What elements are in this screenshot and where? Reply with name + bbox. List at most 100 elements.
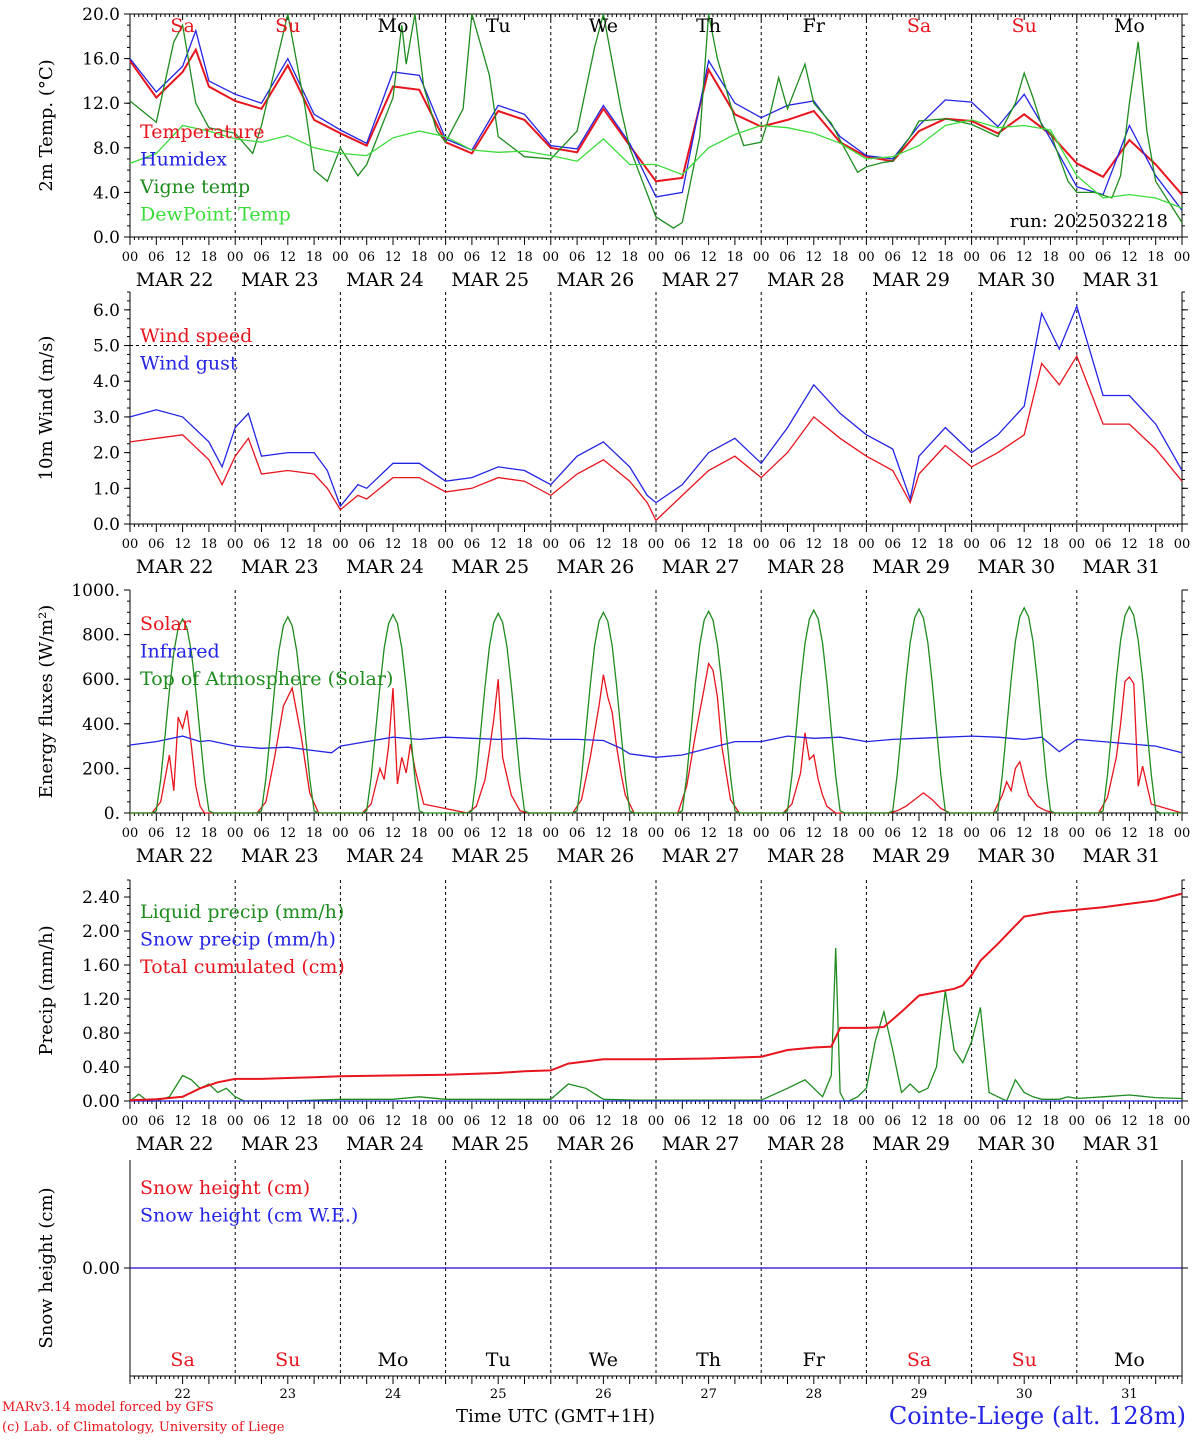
hour-tick-label: 00 — [543, 250, 560, 265]
hour-tick-label: 18 — [937, 826, 954, 841]
date-label: MAR 28 — [767, 1133, 845, 1155]
weekday-label: Mo — [1114, 1349, 1145, 1371]
hour-tick-label: 12 — [385, 250, 402, 265]
hour-tick-label: 00 — [858, 826, 875, 841]
date-label: MAR 24 — [346, 1133, 424, 1155]
hour-tick-label: 12 — [806, 250, 823, 265]
date-label: MAR 27 — [662, 556, 740, 578]
hour-tick-label: 18 — [937, 537, 954, 552]
hour-tick-label: 00 — [122, 537, 139, 552]
hour-tick-label: 06 — [148, 250, 165, 265]
date-label: MAR 28 — [767, 556, 845, 578]
y-tick-label: 0.00 — [82, 1259, 120, 1279]
hour-tick-label: 18 — [1042, 537, 1059, 552]
series-line-solar — [130, 661, 1183, 814]
date-label: MAR 30 — [977, 556, 1055, 578]
weekday-label: Tu — [486, 1349, 511, 1371]
weekday-label: Su — [275, 1349, 300, 1371]
date-label: MAR 27 — [662, 269, 740, 291]
y-tick-label: 0.0 — [93, 515, 120, 535]
hour-tick-label: 18 — [411, 826, 428, 841]
y-tick-label: 16.0 — [82, 50, 120, 70]
hour-tick-label: 06 — [358, 826, 375, 841]
date-label: MAR 22 — [136, 845, 214, 867]
hour-tick-label: 00 — [1069, 250, 1086, 265]
hour-tick-label: 18 — [1147, 1114, 1164, 1129]
date-label: MAR 29 — [872, 269, 950, 291]
hour-tick-label: 06 — [674, 250, 691, 265]
hour-tick-label: 12 — [490, 1114, 507, 1129]
hour-tick-label: 18 — [516, 250, 533, 265]
y-axis-label: 10m Wind (m/s) — [36, 336, 57, 481]
station-title: Cointe-Liege (alt. 128m) — [888, 1402, 1186, 1430]
date-label: MAR 26 — [557, 845, 635, 867]
weekday-label: We — [589, 15, 618, 37]
date-label: MAR 28 — [767, 845, 845, 867]
hour-tick-label: 12 — [280, 537, 297, 552]
hour-tick-label: 12 — [1016, 1114, 1033, 1129]
legend-entry: Infrared — [140, 641, 220, 663]
x-axis-title: Time UTC (GMT+1H) — [456, 1406, 655, 1427]
hour-tick-label: 12 — [385, 1114, 402, 1129]
panel-snow: 0.00 Snow height (cm) Snow height (cm) Snow… — [36, 1160, 1188, 1402]
hour-tick-label: 06 — [990, 250, 1007, 265]
hour-tick-label: 06 — [779, 537, 796, 552]
date-label: MAR 25 — [451, 1133, 529, 1155]
date-label: MAR 23 — [241, 1133, 319, 1155]
hour-tick-label: 00 — [437, 537, 454, 552]
day-number-label: 25 — [490, 1387, 507, 1402]
date-label: MAR 31 — [1083, 556, 1161, 578]
hour-tick-label: 06 — [674, 537, 691, 552]
weekday-label: Mo — [378, 15, 409, 37]
hour-tick-label: 18 — [201, 250, 218, 265]
weekday-label: Mo — [378, 1349, 409, 1371]
y-tick-label: 200. — [82, 759, 120, 779]
series-line-top-of-atmosphere-solar — [130, 605, 1182, 814]
weekday-label: Sa — [170, 15, 194, 37]
hour-tick-label: 06 — [779, 1114, 796, 1129]
weekday-label: Tu — [486, 15, 511, 37]
y-tick-label: 2.40 — [82, 888, 120, 908]
y-tick-label: 20.0 — [82, 5, 120, 25]
hour-tick-label: 00 — [1174, 826, 1191, 841]
hour-tick-label: 18 — [201, 1114, 218, 1129]
hour-tick-label: 00 — [332, 537, 349, 552]
date-label: MAR 24 — [346, 845, 424, 867]
hour-tick-label: 12 — [174, 537, 191, 552]
date-label: MAR 29 — [872, 845, 950, 867]
legend-entry: Wind gust — [140, 353, 238, 375]
hour-tick-label: 12 — [595, 826, 612, 841]
hour-tick-label: 18 — [306, 826, 323, 841]
hour-tick-label: 18 — [832, 250, 849, 265]
hour-tick-label: 00 — [1174, 1114, 1191, 1129]
y-tick-label: 800. — [82, 626, 120, 646]
hour-tick-label: 12 — [1016, 250, 1033, 265]
panel-precip: 0.00 0.40 0.80 1.20 1.60 2.00 2.40 Precip (mm/h… — [36, 879, 1191, 1155]
hour-tick-label: 06 — [884, 250, 901, 265]
y-axis-label: Snow height (cm) — [36, 1187, 57, 1348]
hour-tick-label: 12 — [490, 537, 507, 552]
series-line-humidex — [129, 28, 1183, 211]
hour-tick-label: 18 — [201, 826, 218, 841]
weekday-label: Sa — [907, 15, 931, 37]
hour-tick-label: 06 — [884, 1114, 901, 1129]
date-label: MAR 29 — [872, 556, 950, 578]
hour-tick-label: 12 — [595, 250, 612, 265]
hour-tick-label: 00 — [437, 1114, 454, 1129]
hour-tick-label: 12 — [700, 250, 717, 265]
credit-lab: (c) Lab. of Climatology, University of L… — [2, 1420, 285, 1435]
hour-tick-label: 18 — [727, 826, 744, 841]
day-number-label: 31 — [1121, 1387, 1138, 1402]
hour-tick-label: 00 — [753, 250, 770, 265]
legend-entry: Total cumulated (cm) — [140, 956, 345, 978]
hour-tick-label: 18 — [411, 1114, 428, 1129]
legend-entry: Wind speed — [140, 325, 252, 347]
legend-entry: Snow height (cm) — [140, 1177, 310, 1199]
series-line-total-cumulated-cm — [129, 892, 1183, 1102]
credit-model: MARv3.14 model forced by GFS — [2, 1400, 214, 1415]
hour-tick-label: 06 — [253, 1114, 270, 1129]
hour-tick-label: 12 — [1121, 537, 1138, 552]
day-number-label: 27 — [700, 1387, 717, 1402]
hour-tick-label: 18 — [516, 826, 533, 841]
hour-tick-label: 06 — [1095, 826, 1112, 841]
